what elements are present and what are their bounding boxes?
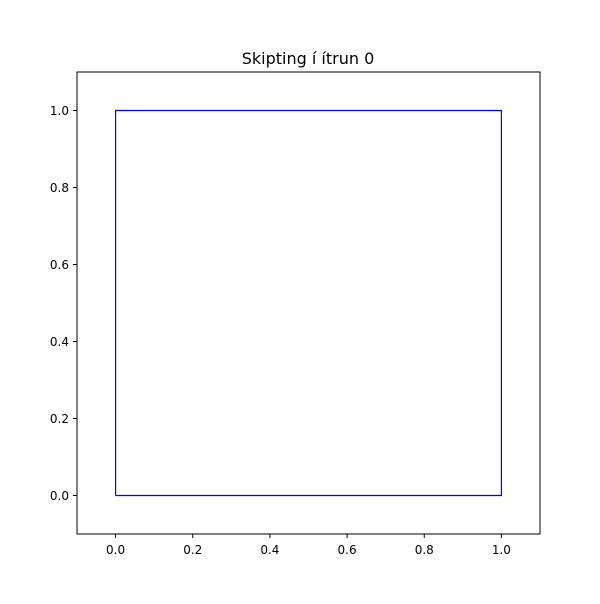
y-tick-label-3: 0.6 bbox=[50, 258, 69, 272]
y-tick-label-2: 0.4 bbox=[50, 335, 69, 349]
tick-layer: 0.0 0.2 0.4 0.6 0.8 1.0 0.0 0.2 0.4 0.6 0.8 1.0 bbox=[50, 104, 511, 557]
y-tick-label-4: 0.8 bbox=[50, 181, 69, 195]
plot-layer bbox=[114, 109, 503, 497]
x-tick-label-5: 1.0 bbox=[492, 543, 511, 557]
x-tick-label-0: 0.0 bbox=[106, 543, 125, 557]
x-tick-label-2: 0.4 bbox=[260, 543, 279, 557]
series-line-0 bbox=[114, 109, 503, 497]
y-tick-label-5: 1.0 bbox=[50, 104, 69, 118]
x-tick-label-3: 0.6 bbox=[338, 543, 357, 557]
x-tick-label-4: 0.8 bbox=[415, 543, 434, 557]
plot-area-frame bbox=[76, 71, 541, 535]
y-tick-label-1: 0.2 bbox=[50, 412, 69, 426]
y-tick-label-0: 0.0 bbox=[50, 489, 69, 503]
chart-title: Skipting í ítrun 0 bbox=[242, 49, 375, 68]
x-tick-label-1: 0.2 bbox=[183, 543, 202, 557]
